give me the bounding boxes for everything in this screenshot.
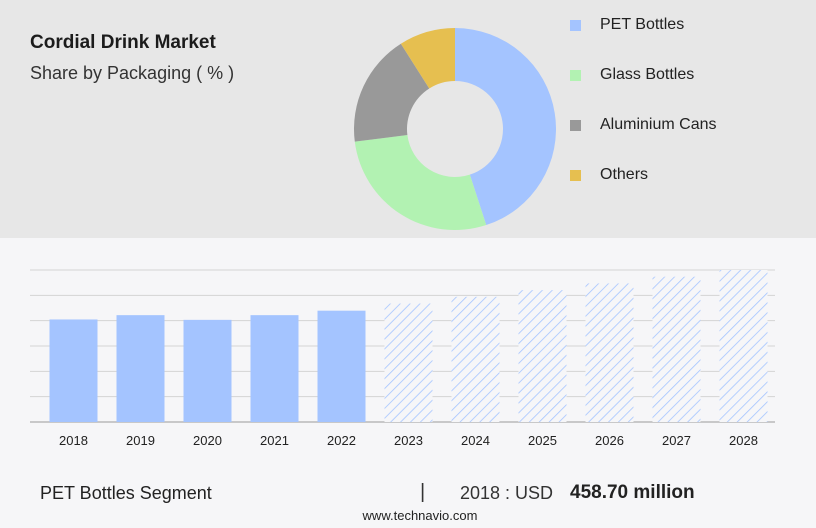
forecast-bar-2024 bbox=[451, 296, 500, 422]
legend-label-others: Others bbox=[600, 166, 649, 183]
legend-swatch-aluminium-cans bbox=[570, 119, 581, 131]
donut-slice-aluminium-cans bbox=[354, 43, 430, 142]
footer-value: 458.70 million bbox=[570, 482, 695, 503]
legend-swatch-glass-bottles bbox=[570, 69, 581, 81]
top-panel: Cordial Drink Market Share by Packaging … bbox=[0, 0, 816, 238]
forecast-bar-2023 bbox=[384, 303, 433, 422]
chart-subtitle: Share by Packaging ( % ) bbox=[30, 63, 235, 83]
chart-title: Cordial Drink Market bbox=[30, 32, 216, 53]
source-link[interactable]: www.technavio.com bbox=[362, 508, 478, 523]
legend-item-pet-bottles: PET Bottles bbox=[570, 10, 684, 40]
x-tick-label-2028: 2028 bbox=[729, 433, 758, 448]
legend-label-glass-bottles: Glass Bottles bbox=[600, 66, 695, 83]
x-tick-label-2023: 2023 bbox=[394, 433, 423, 448]
x-tick-label-2019: 2019 bbox=[126, 433, 155, 448]
x-tick-label-2026: 2026 bbox=[595, 433, 624, 448]
donut-slice-glass-bottles bbox=[354, 135, 487, 230]
footer-segment: PET Bottles Segment bbox=[40, 483, 212, 503]
legend-item-glass-bottles: Glass Bottles bbox=[570, 60, 694, 90]
donut-slice-others bbox=[400, 28, 455, 89]
legend-swatch-others bbox=[570, 169, 581, 181]
x-tick-label-2021: 2021 bbox=[260, 433, 289, 448]
donut-slice-pet-bottles bbox=[455, 28, 556, 226]
bar-chart: 2018 2019 2020 2021 2022 2023 2024 2025 2026 2027… bbox=[30, 269, 775, 448]
forecast-bar-2025 bbox=[518, 290, 567, 422]
forecast-bar-2026 bbox=[585, 283, 634, 422]
x-tick-label-2025: 2025 bbox=[528, 433, 557, 448]
bar-2020 bbox=[183, 319, 232, 422]
x-tick-label-2022: 2022 bbox=[327, 433, 356, 448]
x-tick-label-2018: 2018 bbox=[59, 433, 88, 448]
forecast-bar-2027 bbox=[652, 276, 701, 422]
footer-year-label: 2018 : USD bbox=[460, 483, 554, 503]
donut-chart bbox=[354, 28, 556, 230]
legend-label-aluminium-cans: Aluminium Cans bbox=[600, 116, 717, 133]
forecast-bar-2028 bbox=[719, 270, 768, 422]
bar-2018 bbox=[49, 319, 98, 422]
footer-separator: | bbox=[420, 481, 426, 503]
bottom-panel: 2018 2019 2020 2021 2022 2023 2024 2025 2026 2027… bbox=[0, 238, 816, 528]
x-tick-label-2020: 2020 bbox=[193, 433, 222, 448]
x-tick-label-2027: 2027 bbox=[662, 433, 691, 448]
legend-item-aluminium-cans: Aluminium Cans bbox=[570, 110, 716, 140]
legend-swatch-pet-bottles bbox=[570, 19, 581, 31]
bar-2021 bbox=[250, 315, 299, 422]
legend-label-pet-bottles: PET Bottles bbox=[600, 16, 685, 33]
legend-item-others: Others bbox=[570, 160, 648, 190]
bar-2022 bbox=[317, 310, 366, 422]
x-tick-label-2024: 2024 bbox=[461, 433, 490, 448]
bar-2019 bbox=[116, 315, 165, 422]
